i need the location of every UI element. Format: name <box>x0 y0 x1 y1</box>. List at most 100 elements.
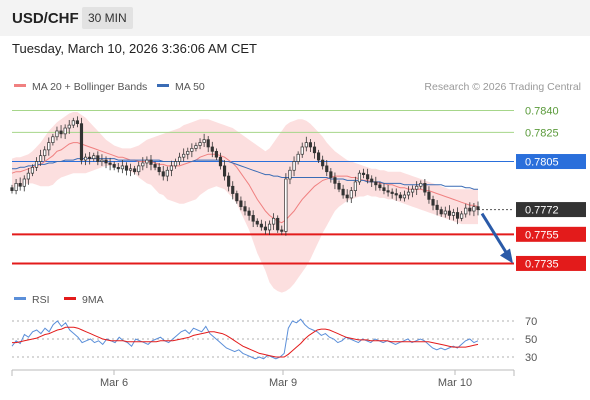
candle-body <box>476 206 480 210</box>
chart-header: USD/CHF 30 MIN <box>0 0 590 36</box>
candle-body <box>243 206 247 212</box>
candle-body <box>259 223 263 228</box>
candle-body <box>116 166 120 170</box>
candle-body <box>71 120 75 126</box>
candle-body <box>300 146 304 155</box>
legend-swatch <box>14 84 26 87</box>
candle-body <box>419 183 423 187</box>
candle-body <box>194 145 198 149</box>
rsi-legend-swatch <box>64 297 76 300</box>
candle-body <box>415 185 419 190</box>
candle-body <box>10 187 14 191</box>
candle-body <box>51 136 55 143</box>
candle-body <box>43 149 47 157</box>
candle-body <box>26 172 30 180</box>
candle-body <box>190 148 194 152</box>
candle-body <box>227 175 231 187</box>
instrument-pair: USD/CHF <box>12 10 79 27</box>
candle-body <box>455 212 460 219</box>
candle-body <box>296 153 300 162</box>
candle-body <box>357 172 362 183</box>
rsi-tick-label: 70 <box>525 316 537 328</box>
candle-body <box>472 206 476 212</box>
level-tag-pivot <box>516 154 586 170</box>
level-label-resistance: 0.7840 <box>525 106 559 118</box>
level-label-current: 0.7772 <box>525 205 559 217</box>
candle-body <box>406 191 411 196</box>
candle-body <box>124 165 129 171</box>
candle-body <box>39 155 43 162</box>
candle-body <box>186 150 190 155</box>
candle-body <box>112 164 116 168</box>
candle-body <box>366 174 370 180</box>
candle-body <box>161 171 165 177</box>
candle-body <box>292 161 296 171</box>
candle-body <box>128 168 133 171</box>
candle-body <box>108 162 112 165</box>
candle-body <box>398 194 402 199</box>
candle-body <box>370 178 374 183</box>
candle-body <box>55 130 59 138</box>
rsi-line <box>11 318 479 360</box>
x-tick-label: Mar 9 <box>269 377 297 389</box>
candle-body <box>145 159 149 164</box>
legend-swatch <box>157 84 169 87</box>
candle-body <box>59 130 63 135</box>
legend-label: MA 50 <box>175 81 205 93</box>
candle-body <box>67 124 71 129</box>
candle-body <box>79 123 84 161</box>
candle-body <box>464 207 468 215</box>
candle-body <box>304 142 308 148</box>
candle-body <box>14 183 18 191</box>
candle-body <box>276 217 280 231</box>
candle-body <box>451 212 456 216</box>
candle-body <box>423 183 427 193</box>
candle-body <box>218 156 223 167</box>
candle-body <box>153 164 157 168</box>
candle-body <box>120 165 124 170</box>
forecast-arrow-head <box>500 248 513 264</box>
candle-body <box>235 193 239 202</box>
legend-label: MA 20 + Bollinger Bands <box>32 81 147 93</box>
rsi-legend-label: 9MA <box>82 294 104 306</box>
rsi-tick-label: 50 <box>525 334 537 346</box>
candle-body <box>137 165 141 173</box>
rsi-ma-line <box>12 326 479 358</box>
candle-body <box>447 210 451 216</box>
timeframe-badge[interactable]: 30 MIN <box>82 7 133 29</box>
candle-body <box>439 209 443 215</box>
candle-body <box>341 188 345 196</box>
rsi-legend-swatch <box>14 297 26 300</box>
candle-body <box>329 171 333 178</box>
candle-body <box>231 185 235 194</box>
candle-body <box>390 191 394 194</box>
candle-body <box>431 199 435 206</box>
candle-body <box>280 229 284 232</box>
candle-body <box>263 226 268 231</box>
candle-body <box>214 150 218 158</box>
candle-body <box>88 156 92 159</box>
candle-body <box>325 165 329 173</box>
candle-body <box>84 156 88 161</box>
candle-body <box>30 166 35 174</box>
candle-body <box>255 220 259 225</box>
candle-body <box>210 146 214 152</box>
candle-body <box>18 183 22 187</box>
candle-body <box>443 210 447 215</box>
candle-body <box>402 194 406 199</box>
candle-body <box>182 153 186 158</box>
candle-body <box>222 165 227 177</box>
candle-body <box>251 215 255 222</box>
level-tag-current <box>516 202 586 218</box>
candle-body <box>288 169 292 180</box>
candle-body <box>378 184 382 189</box>
candle-body <box>165 169 169 177</box>
candle-body <box>333 177 337 184</box>
candle-body <box>284 178 288 232</box>
candle-body <box>247 210 251 216</box>
candle-body <box>206 139 210 148</box>
candle-body <box>34 161 39 168</box>
candle-body <box>308 142 312 148</box>
candle-body <box>169 165 173 171</box>
candle-body <box>133 168 137 173</box>
